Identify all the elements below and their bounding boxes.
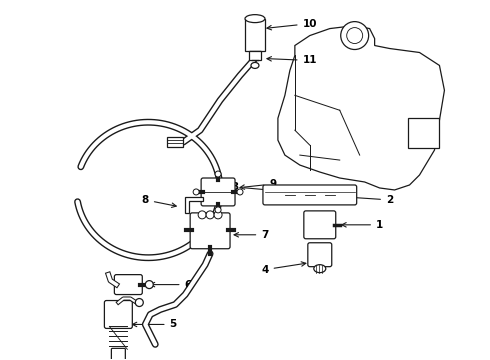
Circle shape — [135, 298, 143, 306]
FancyBboxPatch shape — [190, 213, 230, 249]
Bar — [249, 50, 261, 60]
Circle shape — [341, 22, 368, 50]
FancyBboxPatch shape — [308, 243, 332, 267]
Ellipse shape — [245, 15, 265, 23]
Circle shape — [214, 211, 222, 219]
Circle shape — [215, 207, 221, 213]
Circle shape — [347, 28, 363, 44]
Text: 11: 11 — [267, 55, 317, 66]
Circle shape — [215, 171, 221, 177]
Text: 3: 3 — [231, 182, 276, 193]
Ellipse shape — [314, 265, 326, 273]
Bar — [167, 137, 183, 147]
Text: 7: 7 — [234, 230, 269, 240]
Circle shape — [198, 211, 206, 219]
FancyBboxPatch shape — [304, 211, 336, 239]
Text: 6: 6 — [150, 280, 192, 289]
Polygon shape — [185, 197, 203, 213]
Text: 2: 2 — [349, 195, 393, 205]
Circle shape — [206, 211, 214, 219]
Circle shape — [237, 189, 243, 195]
Text: 1: 1 — [342, 220, 383, 230]
Bar — [245, 19, 265, 50]
Circle shape — [145, 280, 153, 289]
Ellipse shape — [251, 62, 259, 68]
Text: 10: 10 — [267, 19, 317, 30]
FancyBboxPatch shape — [114, 275, 142, 294]
Polygon shape — [278, 26, 444, 190]
FancyBboxPatch shape — [201, 178, 235, 206]
FancyBboxPatch shape — [263, 185, 357, 205]
Text: 8: 8 — [142, 195, 176, 207]
Text: 5: 5 — [132, 319, 177, 329]
Polygon shape — [408, 118, 440, 148]
Circle shape — [193, 189, 199, 195]
FancyBboxPatch shape — [111, 348, 125, 360]
FancyBboxPatch shape — [104, 301, 132, 328]
Text: 4: 4 — [261, 262, 306, 275]
Text: 9: 9 — [240, 179, 276, 189]
